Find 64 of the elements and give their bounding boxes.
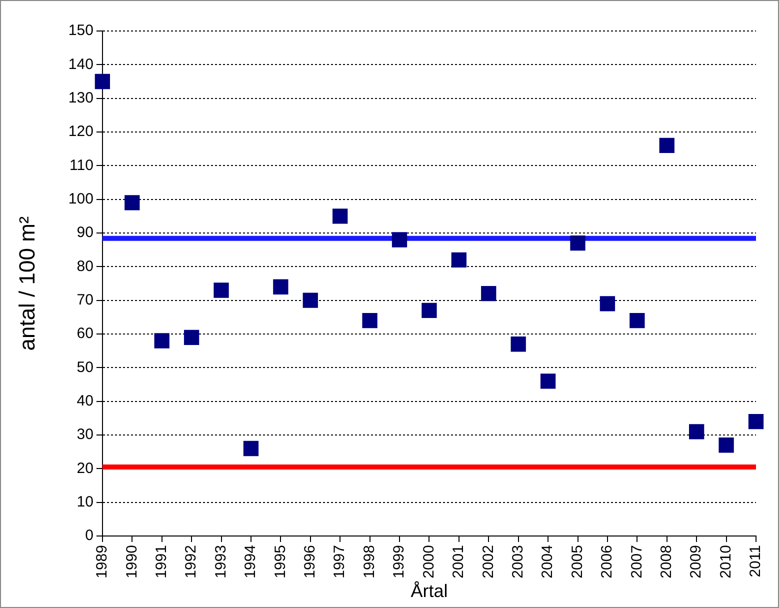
x-tick-label: 2004: [539, 545, 556, 578]
point: [718, 438, 734, 453]
y-tick-label: 100: [68, 190, 94, 208]
y-tick-label: 90: [76, 224, 94, 242]
x-tick-label: 1999: [390, 545, 408, 578]
point: [362, 312, 378, 328]
y-tick-label: 110: [70, 156, 94, 174]
point: [392, 232, 408, 248]
point: [154, 333, 170, 348]
x-tick-label: 1990: [123, 545, 140, 578]
point: [302, 292, 318, 308]
point: [659, 138, 674, 154]
point: [332, 208, 348, 224]
y-tick-label: 0: [85, 527, 94, 544]
point: [94, 74, 110, 90]
y-tick-label: 40: [76, 392, 94, 410]
x-tick-label: 1997: [331, 545, 348, 578]
y-tick-label: 130: [68, 89, 94, 106]
x-tick-label: 2001: [450, 545, 468, 578]
y-tick-label: 30: [76, 426, 94, 444]
x-tick-label: 2000: [420, 545, 438, 578]
y-tick-label: 80: [76, 258, 94, 275]
point: [422, 302, 437, 318]
x-tick-label: 2009: [688, 545, 705, 578]
point: [243, 440, 259, 456]
point: [214, 282, 229, 298]
y-tick-label: 120: [68, 123, 94, 140]
point: [273, 279, 288, 294]
y-tick-label: 10: [76, 494, 94, 511]
y-tick-label: 70: [76, 291, 94, 308]
point: [748, 414, 764, 430]
point: [570, 236, 586, 251]
point: [184, 330, 200, 345]
x-tick-label: 1995: [272, 545, 289, 578]
point: [600, 296, 616, 312]
x-tick-label: 2008: [658, 545, 676, 578]
x-tick-label: 1989: [94, 545, 111, 578]
x-tick-label: 1992: [182, 545, 200, 578]
x-tick-label: 1996: [302, 545, 319, 578]
point: [540, 374, 556, 389]
point: [630, 312, 645, 328]
y-axis-title: antal / 100 m²: [14, 216, 40, 351]
point: [124, 195, 140, 210]
x-tick-label: 1994: [242, 545, 260, 578]
x-tick-label: 2011: [747, 545, 764, 578]
y-tick-label: 50: [76, 358, 94, 376]
y-tick-label: 20: [76, 460, 94, 477]
x-tick-label: 2010: [717, 545, 734, 578]
y-tick-label: 140: [68, 56, 94, 73]
x-tick-label: 1993: [212, 545, 230, 578]
x-tick-label: 1998: [360, 545, 378, 578]
x-axis-title: Årtal: [410, 581, 448, 602]
y-tick-label: 60: [76, 325, 94, 342]
point: [510, 336, 526, 352]
x-tick-label: 2005: [568, 545, 586, 578]
x-tick-label: 1991: [152, 545, 170, 578]
x-tick-label: 2002: [480, 545, 497, 578]
point: [451, 252, 466, 268]
x-tick-label: 2006: [598, 545, 616, 578]
y-tick-label: 150: [68, 22, 94, 40]
point: [689, 424, 704, 440]
x-tick-label: 2007: [628, 545, 646, 578]
x-tick-label: 2003: [509, 545, 526, 578]
point: [481, 286, 496, 302]
